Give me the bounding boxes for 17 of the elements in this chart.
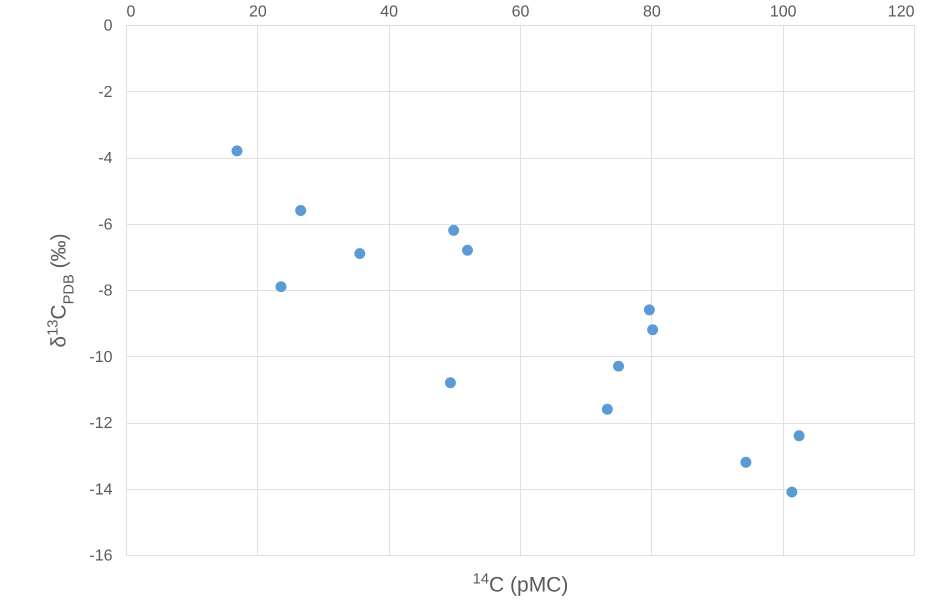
- x-tick-label: 0: [126, 4, 136, 20]
- y-tick-label: -10: [89, 348, 113, 366]
- y-tick-label: -16: [89, 548, 113, 564]
- x-tick-label: 40: [380, 4, 398, 20]
- y-tick-label: -2: [98, 84, 113, 101]
- x-tick-label: 100: [770, 4, 797, 20]
- x-tick-label: 120: [888, 4, 915, 20]
- x-tick-label: 20: [248, 4, 267, 20]
- x-tick-label: 60: [512, 4, 530, 20]
- y-tick-label: -4: [98, 150, 113, 167]
- y-tick-label: -14: [89, 481, 113, 498]
- y-tick-label: 0: [104, 18, 113, 34]
- x-tick-label: 80: [642, 4, 661, 20]
- y-tick-label: -6: [98, 216, 113, 234]
- y-tick-label: -8: [98, 282, 113, 300]
- x-axis-title: $^{14}$C (pMC): [472, 572, 568, 596]
- y-tick-label: -12: [89, 415, 113, 432]
